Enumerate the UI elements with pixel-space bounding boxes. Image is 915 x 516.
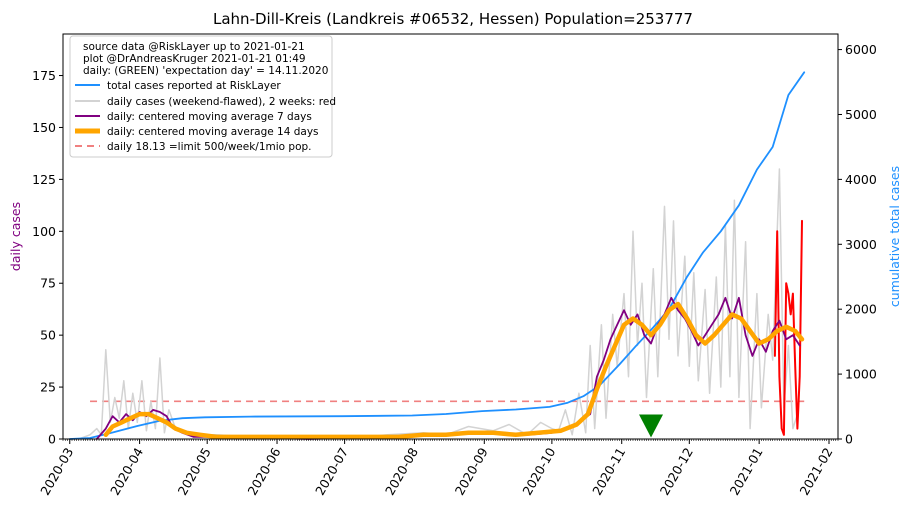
y-left-tick-label: 100 [32,224,56,239]
series-daily-cases-recent [773,219,803,436]
legend-entry-total: total cases reported at RiskLayer [107,80,281,92]
chart-title: Lahn-Dill-Kreis (Landkreis #06532, Hesse… [213,10,693,28]
y-right-tick-label: 1000 [845,367,877,382]
y-right-tick-label: 5000 [845,107,877,122]
series-moving-average-14 [103,301,805,440]
y-right-tick-label: 0 [845,432,853,447]
y-left-tick-label: 125 [32,172,56,187]
y-left-tick-label: 25 [40,380,56,395]
y-right-tick-label: 2000 [845,302,877,317]
y-right-tick-label: 3000 [845,237,877,252]
legend-box [69,35,333,158]
y-axis-label-left: daily cases [8,202,23,271]
y-right-tick-label: 4000 [845,172,877,187]
legend: source data @RiskLayer up to 2021-01-21 … [69,35,336,158]
y-left-tick-label: 175 [32,68,56,83]
legend-note-source: source data @RiskLayer up to 2021-01-21 [83,41,305,53]
series-total-cases [68,71,806,440]
legend-entry-ma14: daily: centered moving average 14 days [107,126,319,138]
y-left-tick-label: 50 [40,328,56,343]
y-right-tick-label: 6000 [845,42,877,57]
series-moving-average-7 [95,296,801,440]
y-left-tick-label: 150 [32,120,56,135]
series-daily-cases [78,168,799,440]
expectation-day-marker [639,414,664,438]
legend-entry-daily: daily cases (weekend-flawed), 2 weeks: r… [107,96,336,108]
legend-note-plot: plot @DrAndreasKruger 2021-01-21 01:49 [83,53,306,65]
legend-entry-limit: daily 18.13 =limit 500/week/1mio pop. [107,141,312,153]
legend-entry-ma7: daily: centered moving average 7 days [107,111,312,123]
series-layer [68,71,806,440]
legend-note-expectation: daily: (GREEN) 'expectation day' = 14.11… [83,65,328,77]
y-left-tick-label: 0 [48,432,56,447]
y-axis-label-right: cumulative total cases [887,166,902,307]
y-left-tick-label: 75 [40,276,56,291]
